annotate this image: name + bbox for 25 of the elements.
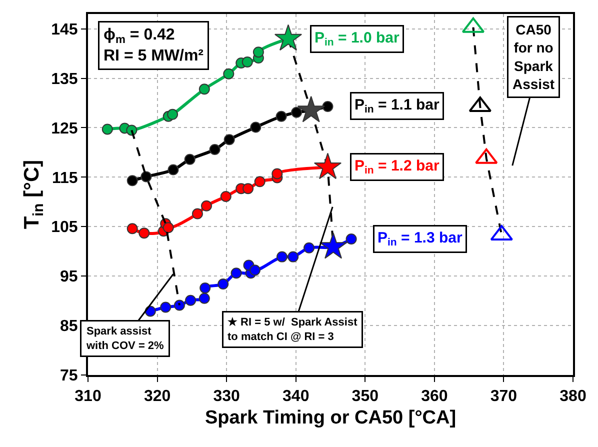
series-label: P$_{in}$ = 1.0 bar [314,30,400,49]
x-tick-label: 380 [560,388,586,406]
annotation: ϕ$_{m}$ = 0.42 RI = 5 MW/m² [104,26,204,64]
series-label: P$_{in}$ = 1.3 bar [378,230,462,249]
series-label: P$_{in}$ = 1.2 bar [354,158,440,177]
x-tick-label: 360 [421,388,448,406]
annotation: Spark assist with COV = 2% [86,326,164,352]
y-tick-label: 75 [60,368,78,385]
y-tick-label: 145 [51,21,78,38]
annotation: CA50 for no Spark Assist [512,22,555,92]
annotation: ★ RI = 5 w/ Spark Assist to match CI @ RI = 3 [228,316,358,343]
y-tick-label: 105 [51,219,78,236]
y-tick-label: 85 [60,318,78,336]
x-tick-label: 370 [490,388,518,406]
x-tick-label: 350 [352,388,379,406]
y-tick-label: 115 [52,170,78,187]
x-tick-label: 330 [213,388,240,406]
y-tick-label: 125 [51,120,78,138]
y-tick-label: 95 [60,268,78,286]
x-tick-label: 340 [282,388,310,406]
y-tick-label: 135 [51,70,78,88]
x-tick-label: 320 [144,388,171,406]
x-axis-title: Spark Timing or CA50 [°CA] [204,408,456,428]
series-label: P$_{in}$ = 1.1 bar [354,96,440,116]
x-tick-label: 310 [74,388,102,406]
